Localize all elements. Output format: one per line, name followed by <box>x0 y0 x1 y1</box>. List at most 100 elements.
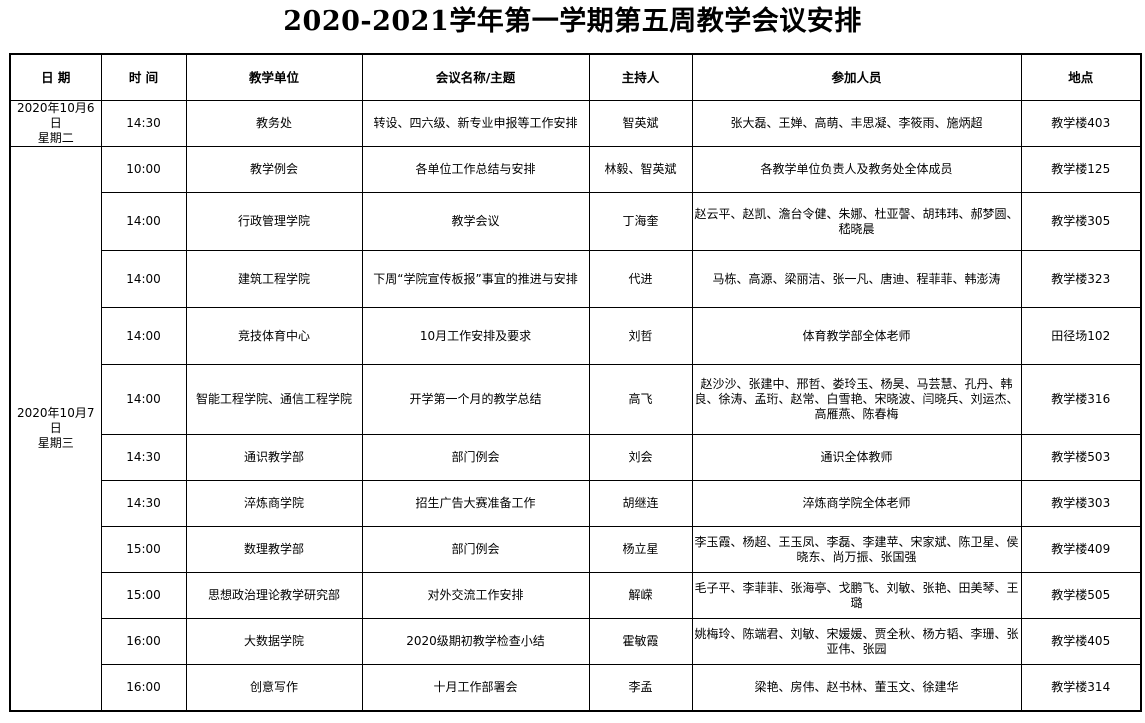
header-time: 时 间 <box>100 53 187 101</box>
host-cell: 代进 <box>588 250 693 308</box>
topic-cell: 开学第一个月的教学总结 <box>361 364 590 435</box>
location-cell: 教学楼303 <box>1020 480 1142 527</box>
header-host: 主持人 <box>588 53 693 101</box>
weekday-text: 星期二 <box>37 131 74 145</box>
table-row: 14:00 建筑工程学院 下周“学院宣传板报”事宜的推进与安排 代进 马栋、高源、梁丽洁… <box>10 250 1142 308</box>
attendees-cell: 姚梅玲、陈端君、刘敏、宋媛媛、贾全秋、杨方韬、李珊、张亚伟、张园 <box>691 618 1022 665</box>
time-cell: 14:30 <box>100 434 187 481</box>
unit-cell: 思想政治理论教学研究部 <box>185 572 363 619</box>
topic-cell: 十月工作部署会 <box>361 664 590 711</box>
table-header-row: 日 期时 间教学单位 会议名称/主题 主持人 参加人员 地点 <box>9 53 1142 101</box>
unit-cell: 行政管理学院 <box>185 192 363 251</box>
header-attendees: 参加人员 <box>691 53 1022 101</box>
host-cell: 胡继连 <box>588 480 693 527</box>
host-cell: 林毅、智英斌 <box>588 146 693 193</box>
location-cell: 教学楼503 <box>1020 434 1142 481</box>
location-cell: 教学楼305 <box>1020 192 1142 251</box>
table-row: 14:00 竞技体育中心 10月工作安排及要求 刘哲 体育教学部全体老师 田径场102 <box>10 307 1142 365</box>
date-text: 2020年10月6日 <box>17 101 95 130</box>
location-cell: 田径场102 <box>1020 307 1142 365</box>
table-row: 2020年10月7日 星期三 10:00 教学例会 各单位工作总结与安排 林毅、智英斌 各教… <box>9 146 1142 711</box>
location-cell: 教学楼403 <box>1020 100 1142 147</box>
unit-cell: 数理教学部 <box>185 526 363 573</box>
time-cell: 16:00 <box>100 618 187 665</box>
host-cell: 解嵘 <box>588 572 693 619</box>
unit-cell: 智能工程学院、通信工程学院 <box>185 364 363 435</box>
unit-cell: 通识教学部 <box>185 434 363 481</box>
unit-cell: 教学例会 <box>185 146 363 193</box>
time-cell: 14:00 <box>100 250 187 308</box>
attendees-cell: 梁艳、房伟、赵书林、董玉文、徐建华 <box>691 664 1022 711</box>
host-cell: 刘哲 <box>588 307 693 365</box>
unit-cell: 建筑工程学院 <box>185 250 363 308</box>
attendees-cell: 赵云平、赵凯、澹台令健、朱娜、杜亚謦、胡玮玮、郝梦圆、嵇晓晨 <box>691 192 1022 251</box>
location-cell: 教学楼323 <box>1020 250 1142 308</box>
weekday-text: 星期三 <box>37 435 74 450</box>
header-unit: 教学单位 <box>185 53 363 101</box>
topic-cell: 教学会议 <box>361 192 590 251</box>
table-row: 16:00 创意写作 十月工作部署会 李孟 梁艳、房伟、赵书林、董玉文、徐建华 教学楼31… <box>10 664 1142 711</box>
location-cell: 教学楼314 <box>1020 664 1142 711</box>
host-cell: 刘会 <box>588 434 693 481</box>
header-date: 日 期 <box>9 53 102 101</box>
table-row: 16:00 大数据学院 2020级期初教学检查小结 霍敏霞 姚梅玲、陈端君、刘敏、宋媛媛… <box>10 618 1142 665</box>
unit-cell: 淬炼商学院 <box>185 480 363 527</box>
attendees-cell: 李玉霞、杨超、王玉凤、李磊、李建苹、宋家斌、陈卫星、侯晓东、尚万振、张国强 <box>691 526 1022 573</box>
header-topic: 会议名称/主题 <box>361 53 590 101</box>
host-cell: 霍敏霞 <box>588 618 693 665</box>
table-row: 15:00 数理教学部 部门例会 杨立星 李玉霞、杨超、王玉凤、李磊、李建苹、宋家斌、陈… <box>10 526 1142 573</box>
location-cell: 教学楼505 <box>1020 572 1142 619</box>
location-cell: 教学楼125 <box>1020 146 1142 193</box>
attendees-cell: 各教学单位负责人及教务处全体成员 <box>691 146 1022 193</box>
host-cell: 丁海奎 <box>588 192 693 251</box>
host-cell: 李孟 <box>588 664 693 711</box>
location-cell: 教学楼316 <box>1020 364 1142 435</box>
unit-cell: 创意写作 <box>185 664 363 711</box>
time-cell: 16:00 <box>100 664 187 711</box>
topic-cell: 10月工作安排及要求 <box>361 307 590 365</box>
unit-cell: 大数据学院 <box>185 618 363 665</box>
time-cell: 14:30 <box>100 480 187 527</box>
topic-cell: 部门例会 <box>361 434 590 481</box>
table-row: 14:30 通识教学部 部门例会 刘会 通识全体教师 教学楼503 <box>10 434 1142 481</box>
attendees-cell: 体育教学部全体老师 <box>691 307 1022 365</box>
attendees-cell: 通识全体教师 <box>691 434 1022 481</box>
table-row: 15:00 思想政治理论教学研究部 对外交流工作安排 解嵘 毛子平、李菲菲、张海亭、戈鹏… <box>10 572 1142 619</box>
date-text: 2020年10月7日 <box>17 405 95 435</box>
table-row: 14:00 行政管理学院 教学会议 丁海奎 赵云平、赵凯、澹台令健、朱娜、杜亚謦、胡玮玮… <box>10 192 1142 251</box>
attendees-cell: 淬炼商学院全体老师 <box>691 480 1022 527</box>
topic-cell: 下周“学院宣传板报”事宜的推进与安排 <box>361 250 590 308</box>
table-row: 14:00 智能工程学院、通信工程学院 开学第一个月的教学总结 高飞 赵沙沙、张建中、邢… <box>10 364 1142 435</box>
host-cell: 杨立星 <box>588 526 693 573</box>
time-cell: 15:00 <box>100 572 187 619</box>
page-title: 2020-2021学年第一学期第五周教学会议安排 <box>283 6 862 37</box>
date-cell: 2020年10月7日 星期三 <box>9 146 102 711</box>
table-row: 2020年10月6日 星期二 14:30 教务处 转设、四六级、新专业申报等工作安排 智英… <box>9 100 1142 147</box>
time-cell: 14:00 <box>100 192 187 251</box>
unit-cell: 教务处 <box>185 100 363 147</box>
topic-cell: 各单位工作总结与安排 <box>361 146 590 193</box>
host-cell: 高飞 <box>588 364 693 435</box>
time-cell: 14:00 <box>100 307 187 365</box>
location-cell: 教学楼409 <box>1020 526 1142 573</box>
time-cell: 10:00 <box>100 146 187 193</box>
attendees-cell: 毛子平、李菲菲、张海亭、戈鹏飞、刘敏、张艳、田美琴、王璐 <box>691 572 1022 619</box>
topic-cell: 部门例会 <box>361 526 590 573</box>
topic-cell: 2020级期初教学检查小结 <box>361 618 590 665</box>
topic-cell: 转设、四六级、新专业申报等工作安排 <box>361 100 590 147</box>
topic-cell: 对外交流工作安排 <box>361 572 590 619</box>
attendees-cell: 马栋、高源、梁丽洁、张一凡、唐迪、程菲菲、韩澎涛 <box>691 250 1022 308</box>
unit-cell: 竞技体育中心 <box>185 307 363 365</box>
attendees-cell: 张大磊、王婵、高萌、丰思凝、李筱雨、施炳超 <box>691 100 1022 147</box>
table-row: 14:30 淬炼商学院 招生广告大赛准备工作 胡继连 淬炼商学院全体老师 教学楼303 <box>10 480 1142 527</box>
location-cell: 教学楼405 <box>1020 618 1142 665</box>
host-cell: 智英斌 <box>588 100 693 147</box>
time-cell: 15:00 <box>100 526 187 573</box>
header-location: 地点 <box>1020 53 1142 101</box>
time-cell: 14:00 <box>100 364 187 435</box>
topic-cell: 招生广告大赛准备工作 <box>361 480 590 527</box>
time-cell: 14:30 <box>100 100 187 147</box>
attendees-cell: 赵沙沙、张建中、邢哲、娄玲玉、杨昊、马芸慧、孔丹、韩良、徐涛、孟珩、赵常、白雪艳… <box>691 364 1022 435</box>
date-cell: 2020年10月6日 星期二 <box>9 100 102 147</box>
meeting-schedule-table: 日 期时 间教学单位 会议名称/主题 主持人 参加人员 地点 2020年10月6日 星期二… <box>9 53 1142 712</box>
